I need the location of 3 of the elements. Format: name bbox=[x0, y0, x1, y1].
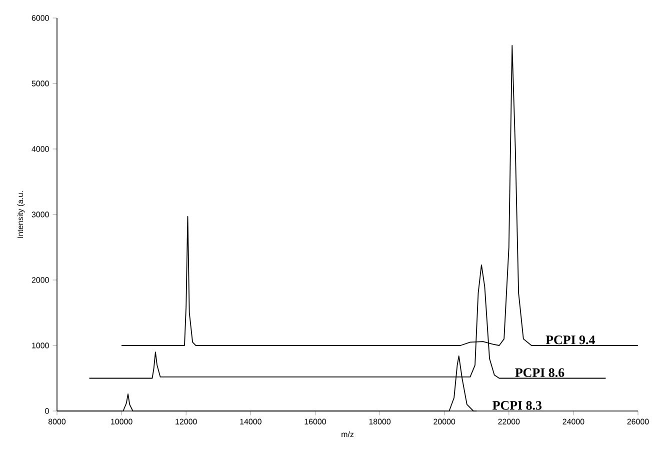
series-label: PCPI 9.4 bbox=[546, 336, 595, 344]
series-label: PCPI 8.3 bbox=[492, 401, 542, 410]
series-label: PCPI 8.6 bbox=[515, 368, 564, 378]
